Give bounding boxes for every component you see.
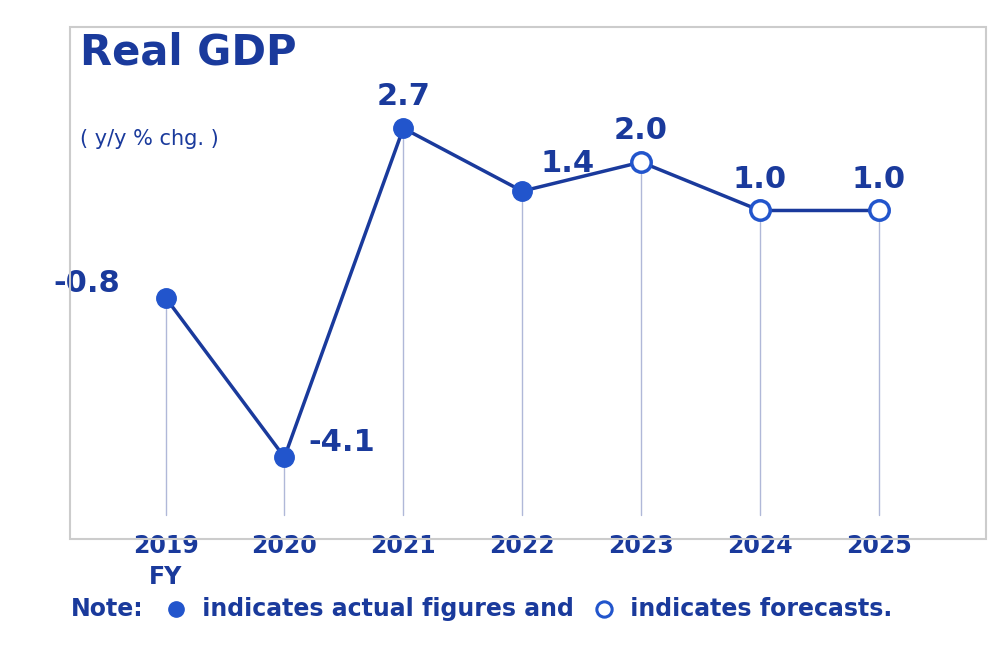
Text: 2.7: 2.7 [376, 83, 431, 111]
Text: 2025: 2025 [846, 533, 911, 557]
Text: indicates actual figures and: indicates actual figures and [194, 597, 582, 621]
Text: 2023: 2023 [609, 533, 674, 557]
Text: 2024: 2024 [727, 533, 793, 557]
Text: FY: FY [149, 565, 182, 589]
Text: -4.1: -4.1 [308, 428, 375, 458]
Text: 1.0: 1.0 [733, 165, 787, 194]
Text: 2022: 2022 [489, 533, 555, 557]
Text: 1.0: 1.0 [852, 165, 906, 194]
Text: 2.0: 2.0 [614, 116, 668, 145]
Text: 2021: 2021 [370, 533, 437, 557]
Text: 1.4: 1.4 [540, 149, 595, 178]
Text: -0.8: -0.8 [53, 268, 121, 298]
Text: 2019: 2019 [133, 533, 198, 557]
Text: 2020: 2020 [252, 533, 317, 557]
Text: ( y/y % chg. ): ( y/y % chg. ) [79, 129, 218, 149]
Text: Note:: Note: [70, 597, 143, 621]
Text: Real GDP: Real GDP [79, 32, 296, 74]
Text: indicates forecasts.: indicates forecasts. [622, 597, 892, 621]
